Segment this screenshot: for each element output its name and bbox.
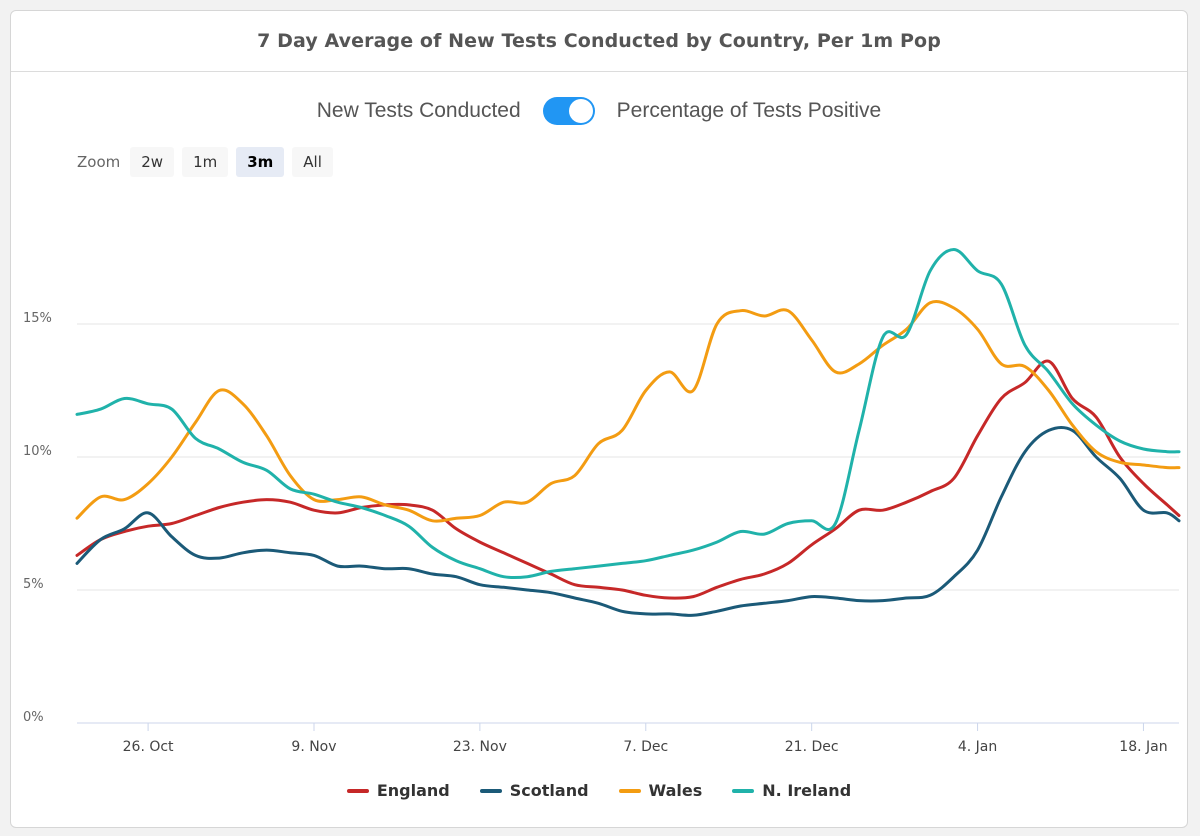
- legend-label: Wales: [648, 781, 703, 800]
- zoom-2w-button[interactable]: 2w: [130, 147, 175, 177]
- y-axis-ticks: 0% 5% 10% 15%: [23, 311, 52, 725]
- legend-swatch: [479, 788, 502, 793]
- series-line-wales[interactable]: [75, 299, 1181, 523]
- chart-card: 7 Day Average of New Tests Conducted by …: [10, 10, 1188, 828]
- legend-swatch: [346, 788, 369, 793]
- x-tick-label: 26. Oct: [123, 739, 174, 755]
- legend-item-n-ireland[interactable]: N. Ireland: [732, 781, 851, 800]
- chart-title: 7 Day Average of New Tests Conducted by …: [257, 30, 941, 52]
- y-tick-label: 0%: [23, 710, 44, 725]
- grid-lines: [77, 323, 1179, 724]
- y-tick-label: 10%: [23, 444, 52, 459]
- legend-label: N. Ireland: [762, 781, 852, 800]
- x-tick-label: 21. Dec: [785, 739, 839, 755]
- zoom-1m-button[interactable]: 1m: [182, 147, 229, 177]
- toggle-right-label[interactable]: Percentage of Tests Positive: [616, 99, 882, 122]
- x-axis-ticks: 26. Oct 9. Nov 23. Nov 7. Dec 21. Dec 4. Jan 1…: [123, 723, 1168, 755]
- legend-swatch: [618, 788, 641, 793]
- toggle-left-label[interactable]: New Tests Conducted: [316, 99, 521, 122]
- chart-header: 7 Day Average of New Tests Conducted by …: [11, 11, 1187, 72]
- chart-legend: England Scotland Wales N. Ireland: [11, 781, 1187, 800]
- x-tick-label: 23. Nov: [453, 739, 507, 755]
- zoom-all-button[interactable]: All: [292, 147, 333, 177]
- metric-toggle-row: New Tests Conducted Percentage of Tests …: [11, 95, 1187, 127]
- series-line-n-ireland[interactable]: [75, 248, 1181, 580]
- zoom-label: Zoom: [77, 153, 121, 171]
- legend-swatch: [732, 788, 755, 793]
- legend-item-wales[interactable]: Wales: [618, 781, 703, 800]
- series-lines: [75, 248, 1181, 617]
- x-tick-label: 9. Nov: [291, 739, 336, 755]
- y-tick-label: 15%: [23, 311, 52, 326]
- x-tick-label: 18. Jan: [1119, 739, 1167, 755]
- legend-item-england[interactable]: England: [346, 781, 450, 800]
- metric-toggle-switch[interactable]: [542, 97, 595, 125]
- x-tick-label: 4. Jan: [958, 739, 997, 755]
- zoom-controls: Zoom 2w 1m 3m All: [77, 147, 333, 177]
- chart-plot: 0% 5% 10% 15% 26. Oct 9. Nov 23. Nov 7. Dec 21.…: [23, 248, 1181, 755]
- legend-label: Scotland: [509, 781, 589, 800]
- series-line-scotland[interactable]: [75, 425, 1181, 617]
- legend-item-scotland[interactable]: Scotland: [479, 781, 589, 800]
- legend-label: England: [376, 781, 450, 800]
- series-line-england[interactable]: [75, 359, 1181, 600]
- zoom-3m-button[interactable]: 3m: [236, 147, 285, 177]
- x-tick-label: 7. Dec: [623, 739, 668, 755]
- toggle-knob: [568, 99, 593, 123]
- y-tick-label: 5%: [23, 577, 44, 592]
